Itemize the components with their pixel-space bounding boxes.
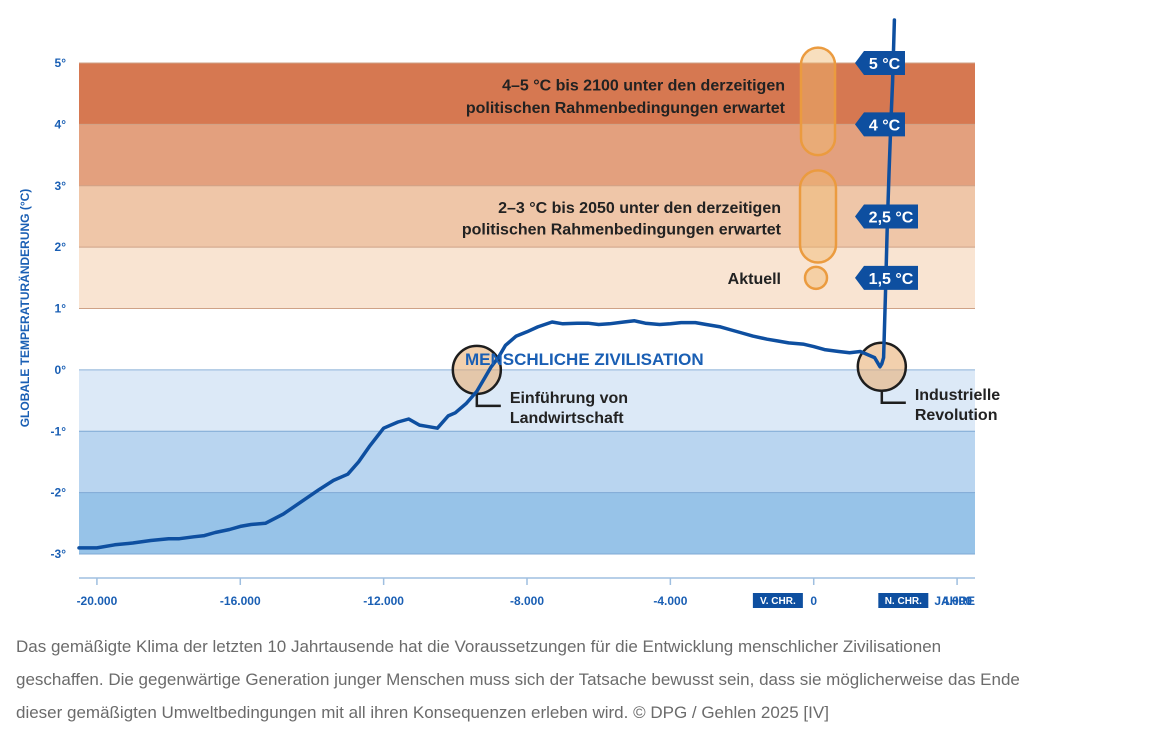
- x-tick-label-5: -4.000: [653, 594, 687, 608]
- temperature-chart: 5° 4° 3° 2° 1° 0° -1° -2° -3° GLOBALE TEMPERATUR…: [17, 18, 1000, 608]
- range-ellipses: [798, 46, 838, 291]
- marker-label-4: 1,5 °C: [869, 271, 914, 288]
- x-tick-label-2: -16.000: [220, 594, 261, 608]
- band-3: [79, 185, 975, 248]
- x-tick-label-4: -8.000: [510, 594, 544, 608]
- x-tick-label-1: -20.000: [77, 594, 118, 608]
- marker-label-3: 2,5 °C: [869, 209, 914, 226]
- y-tick-label-3: 3°: [55, 179, 67, 193]
- caption-line-2: geschaffen. Die gegenwärtige Generation …: [16, 670, 1020, 689]
- civilization-label: MENSCHLICHE ZIVILISATION: [465, 350, 704, 369]
- marker-label-1: 5 °C: [869, 56, 901, 73]
- marker-label-2: 4 °C: [869, 117, 901, 134]
- scenario-text-3-1: Aktuell: [728, 271, 781, 288]
- range-ellipse-2-3: [798, 169, 838, 264]
- band-2: [79, 124, 975, 186]
- event-leader-2: [880, 390, 906, 405]
- scenario-text-1-2: politischen Rahmenbedingungen erwartet: [466, 100, 786, 117]
- x-axis: -20.000 -16.000 -12.000 -8.000 -4.000 0 4.000 V…: [77, 577, 975, 608]
- era-badge-2: [878, 593, 929, 608]
- band-gridlines: [79, 62, 975, 555]
- caption-line-3: dieser gemäßigten Umweltbedingungen mit …: [16, 703, 829, 722]
- y-tick-label-5: 1°: [55, 302, 67, 316]
- y-tick-label-6: 0°: [55, 363, 67, 377]
- temperature-bands: [79, 63, 975, 554]
- marker-tag-1: [855, 51, 905, 75]
- figure-caption: Das gemäßigte Klima der letzten 10 Jahrt…: [16, 630, 1173, 729]
- range-ellipse-4-5: [799, 46, 837, 157]
- event-text-1-2: Landwirtschaft: [510, 410, 624, 427]
- event-leader-1: [475, 393, 501, 408]
- temperature-line: [77, 18, 897, 550]
- era-badge-1: [752, 593, 803, 608]
- caption-line-1: Das gemäßigte Klima der letzten 10 Jahrt…: [16, 637, 942, 656]
- scenario-annotations: 4–5 °C bis 2100 unter den derzeitigen pol…: [462, 77, 786, 287]
- band-8: [79, 492, 975, 554]
- y-tick-label-2: 4°: [55, 117, 67, 131]
- event-text-2-2: Revolution: [915, 407, 998, 424]
- y-tick-label-9: -3°: [51, 547, 67, 561]
- band-4: [79, 247, 975, 309]
- era-label-1: V. CHR.: [760, 596, 796, 607]
- band-1: [79, 63, 975, 125]
- marker-tag-3: [855, 204, 918, 229]
- y-axis-title: GLOBALE TEMPERATURÄNDERUNG (°C): [17, 189, 32, 428]
- temperature-markers: 5 °C 4 °C 2,5 °C 1,5 °C: [855, 51, 918, 290]
- scenario-text-1-1: 4–5 °C bis 2100 unter den derzeitigen: [502, 77, 785, 94]
- marker-tag-4: [855, 265, 918, 290]
- x-axis-title: JAHRE: [934, 594, 975, 608]
- band-6: [79, 369, 975, 432]
- x-tick-label-7: 4.000: [942, 594, 972, 608]
- y-axis: 5° 4° 3° 2° 1° 0° -1° -2° -3°: [51, 56, 67, 561]
- band-5: [79, 308, 975, 370]
- band-7: [79, 431, 975, 493]
- scenario-text-2-2: politischen Rahmenbedingungen erwartet: [462, 222, 782, 239]
- y-tick-label-4: 2°: [55, 240, 67, 254]
- scenario-text-2-1: 2–3 °C bis 2050 unter den derzeitigen: [498, 200, 781, 217]
- y-tick-label-7: -1°: [51, 424, 67, 438]
- event-text-2-1: Industrielle: [915, 387, 1000, 404]
- y-tick-label-8: -2°: [51, 486, 67, 500]
- y-tick-label-1: 5°: [55, 56, 67, 70]
- era-label-2: N. CHR.: [885, 596, 922, 607]
- range-ellipse-current: [803, 265, 829, 291]
- x-tick-label-6: 0: [810, 594, 817, 608]
- x-tick-label-3: -12.000: [363, 594, 404, 608]
- marker-tag-2: [855, 112, 905, 137]
- event-text-1-1: Einführung von: [510, 390, 628, 407]
